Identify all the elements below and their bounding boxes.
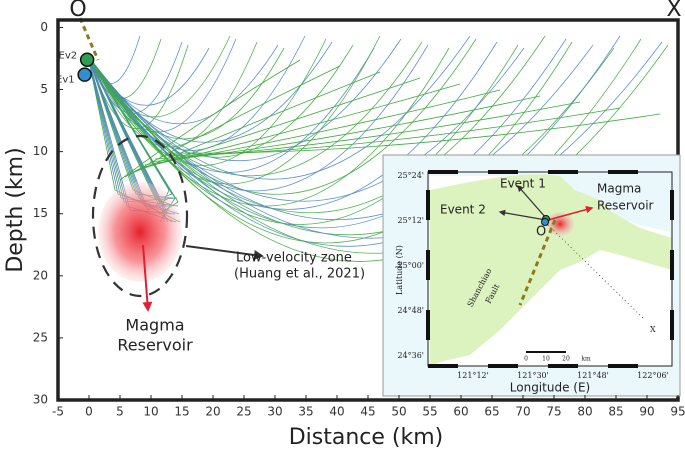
x-tick-label: 90 <box>639 405 654 419</box>
inset-origin: O <box>536 225 546 240</box>
x-tick-label: 60 <box>453 405 468 419</box>
inset-reservoir: Reservoir <box>597 199 654 213</box>
inset-end: X <box>650 325 656 334</box>
y-tick-label: 5 <box>40 82 48 96</box>
inset-map <box>382 154 681 397</box>
ray <box>87 38 642 262</box>
low-velocity-zone <box>91 134 189 298</box>
inset-scale-label: 0 <box>524 356 528 363</box>
ray <box>87 41 663 239</box>
inset-lat-label: 25°24' <box>397 171 424 180</box>
inset-event2: Event 2 <box>440 203 486 217</box>
ray <box>87 38 237 133</box>
inset-lat-label: 25°00' <box>397 261 424 270</box>
y-tick-label: 20 <box>33 268 48 282</box>
x-tick-label: 70 <box>515 405 530 419</box>
magma-reservoir <box>98 182 182 282</box>
ray <box>87 44 669 254</box>
inset-event1: Event 1 <box>500 177 546 191</box>
inset-lon-label: 121°12' <box>457 371 489 380</box>
ray <box>154 101 581 160</box>
event-point <box>79 52 95 67</box>
inset-scale-label: km <box>581 356 591 363</box>
x-tick-label: 0 <box>85 405 93 419</box>
ray <box>87 41 573 244</box>
inset-lon-label: 121°30' <box>517 371 549 380</box>
x-tick-label: 15 <box>174 405 189 419</box>
event-label: Ev1 <box>56 75 75 86</box>
inset-scale-label: 20 <box>562 356 570 363</box>
ray <box>87 35 471 180</box>
y-axis-label: Depth (km) <box>3 147 28 272</box>
x-tick-label: 35 <box>298 405 313 419</box>
origin-label: O <box>69 0 86 22</box>
magma-label: Magma <box>125 316 184 335</box>
x-tick-label: 5 <box>116 405 124 419</box>
ray <box>119 59 301 181</box>
ray <box>87 35 621 247</box>
lvz-arrow <box>185 245 264 260</box>
x-tick-label: 25 <box>236 405 251 419</box>
ray <box>87 44 519 225</box>
inset-lat-label: 25°12' <box>397 216 424 225</box>
x-axis-label: Distance (km) <box>289 425 444 450</box>
x-tick-label: 30 <box>267 405 282 419</box>
y-tick-label: 30 <box>33 393 48 407</box>
x-tick-label: 95 <box>670 405 685 419</box>
event-label: Ev2 <box>59 51 78 62</box>
inset-scale-label: 10 <box>542 356 550 363</box>
inset-lat-label: 24°36' <box>397 351 424 360</box>
x-tick-label: 55 <box>422 405 437 419</box>
y-tick-label: 15 <box>33 206 48 220</box>
x-tick-label: 85 <box>608 405 623 419</box>
end-label: X <box>666 0 681 22</box>
y-tick-label: 10 <box>33 144 48 158</box>
lvz-label: Low-velocity zone <box>236 251 352 266</box>
ray <box>87 47 210 106</box>
x-tick-label: 50 <box>391 405 406 419</box>
inset-ylabel: Latitude (N) <box>395 245 404 295</box>
ray <box>134 77 421 172</box>
inset-xlabel: Longitude (E) <box>510 381 590 395</box>
x-tick-label: 75 <box>546 405 561 419</box>
x-tick-label: 10 <box>143 405 158 419</box>
inset-lon-label: 121°48' <box>577 371 609 380</box>
ray <box>87 47 615 236</box>
x-tick-label: -5 <box>52 405 64 419</box>
x-tick-label: 45 <box>360 405 375 419</box>
ray <box>164 113 661 154</box>
reservoir-arrow <box>142 244 153 312</box>
y-tick-label: 25 <box>33 330 48 344</box>
x-tick-label: 80 <box>577 405 592 419</box>
x-tick-label: 65 <box>484 405 499 419</box>
ray <box>87 55 166 203</box>
fault-trace <box>78 17 100 61</box>
lvz-ref: (Huang et al., 2021) <box>234 267 365 282</box>
ray <box>87 41 333 143</box>
ray <box>124 65 341 178</box>
inset-magma: Magma <box>597 182 641 196</box>
event-point <box>77 67 92 82</box>
ray <box>87 47 450 207</box>
reservoir-label: Reservoir <box>117 336 193 355</box>
y-tick-label: 0 <box>40 20 48 34</box>
x-tick-label: 40 <box>329 405 344 419</box>
land <box>430 174 672 366</box>
ray <box>149 95 541 163</box>
ray <box>87 41 258 148</box>
x-tick-label: 20 <box>205 405 220 419</box>
ray <box>129 71 381 175</box>
inset-lon-label: 122°06' <box>637 371 669 380</box>
ray <box>159 107 621 157</box>
inset-lat-label: 24°48' <box>397 306 424 315</box>
ray <box>87 35 381 185</box>
